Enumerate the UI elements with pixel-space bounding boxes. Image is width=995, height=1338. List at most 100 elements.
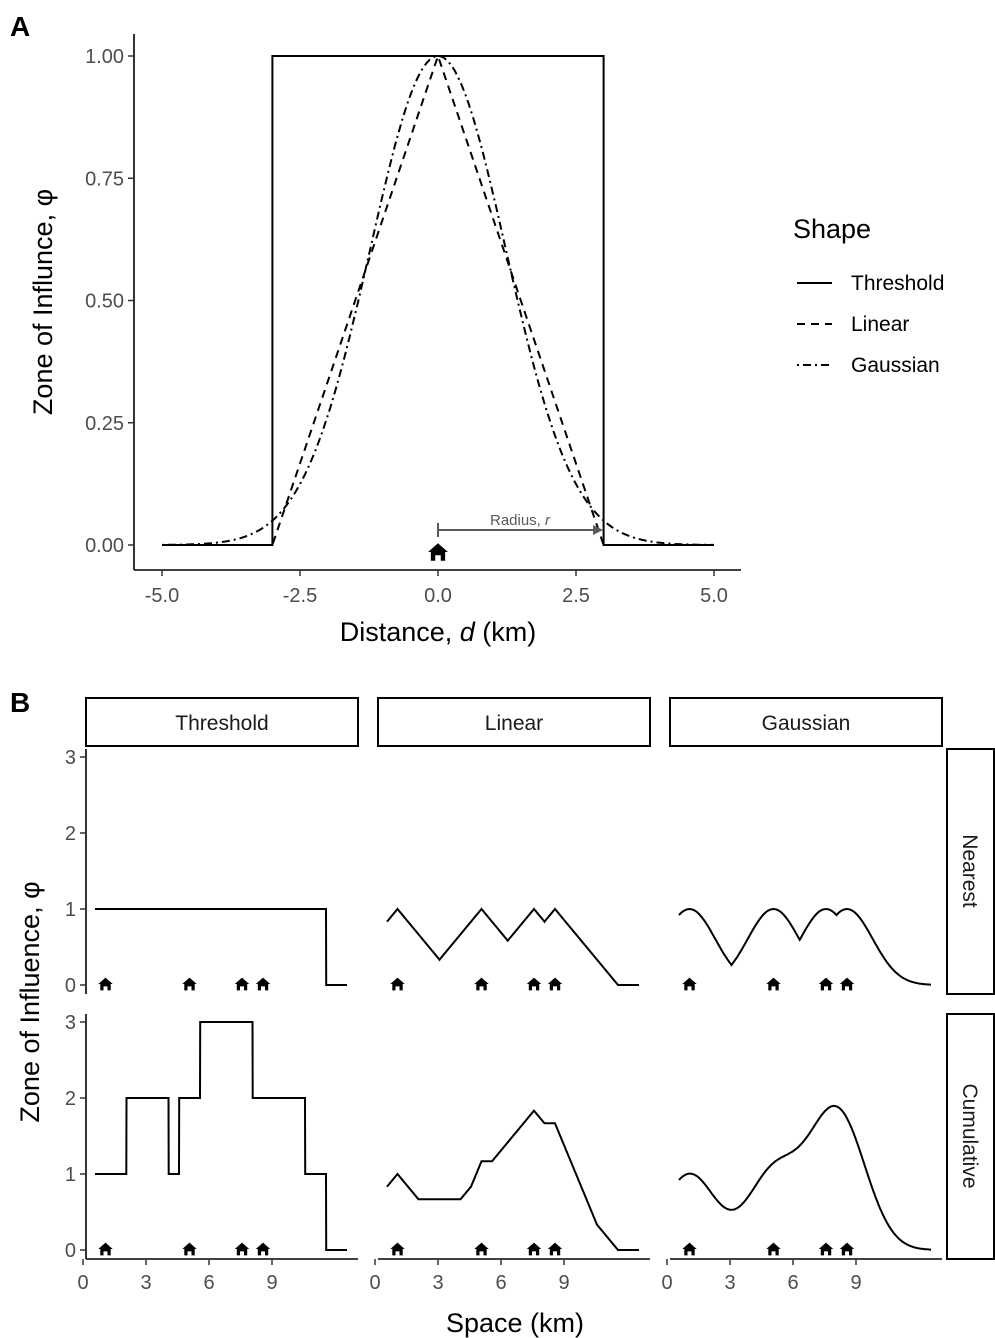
x-tick-label: 6 [787, 1272, 798, 1294]
strip-label-gaussian: Gaussian [762, 712, 851, 735]
facet-cumulative-gaussian [670, 1104, 942, 1260]
y-tick-label: 0.50 [85, 291, 124, 313]
panel-a-series [162, 52, 714, 546]
house-icon [234, 1242, 250, 1256]
x-tick-label: 2.5 [562, 585, 590, 607]
strip-label-threshold: Threshold [175, 712, 268, 735]
y-tick-label: 0 [65, 975, 76, 997]
radius-annotation: Radius, r [437, 512, 603, 537]
x-tick-label: 9 [558, 1272, 569, 1294]
house-icon [390, 977, 405, 991]
facet-curve [678, 907, 931, 986]
house-icon [255, 1242, 271, 1256]
panel-b-facets [85, 749, 942, 1260]
y-tick-label: 0.25 [85, 413, 124, 435]
house-icon [98, 977, 113, 991]
panel-b-x-ticks: 0 3 6 9 0 3 6 9 0 3 6 9 [77, 1259, 862, 1294]
strip-threshold: Threshold [85, 697, 359, 747]
strip-label-nearest: Nearest [958, 834, 981, 908]
x-tick-label: 0.0 [424, 585, 452, 607]
y-tick-label: 2 [65, 1088, 76, 1110]
series-linear-line [162, 52, 714, 546]
house-icon [390, 1242, 405, 1256]
house-icon [818, 977, 834, 991]
x-tick-label: 3 [140, 1272, 151, 1294]
house-icon [474, 1242, 489, 1256]
house-icon [839, 977, 855, 991]
y-tick-label: 0 [65, 1240, 76, 1262]
house-icon [682, 1242, 697, 1256]
facet-nearest-threshold [85, 749, 347, 994]
house-icon [182, 977, 197, 991]
y-tick-label: 0.00 [85, 535, 124, 557]
facet-cumulative-threshold [85, 1014, 358, 1260]
legend-label-gaussian: Gaussian [851, 354, 940, 377]
house-icon [547, 1242, 563, 1256]
y-tick-label: 1.00 [85, 46, 124, 68]
x-tick-label: 3 [724, 1272, 735, 1294]
panel-b-y-title: Zone of Influence, φ [15, 881, 45, 1122]
house-icon [839, 1242, 855, 1256]
y-tick-label: 0.75 [85, 168, 124, 190]
strip-nearest: Nearest [946, 748, 995, 995]
house-icon [766, 1242, 781, 1256]
y-tick-label: 1 [65, 899, 76, 921]
x-tick-label: 0 [661, 1272, 672, 1294]
strip-linear: Linear [377, 697, 651, 747]
x-tick-label: 0 [77, 1272, 88, 1294]
house-icon [547, 977, 563, 991]
house-icon [526, 1242, 542, 1256]
y-tick-label: 1 [65, 1164, 76, 1186]
facet-nearest-linear [386, 907, 639, 991]
radius-label: Radius, r [490, 512, 551, 529]
facet-cumulative-linear [378, 1109, 650, 1260]
facet-curve [386, 1109, 639, 1251]
legend-label-threshold: Threshold [851, 272, 944, 295]
strip-gaussian: Gaussian [669, 697, 943, 747]
panel-b-letter: B [10, 687, 30, 718]
strip-label-linear: Linear [485, 712, 543, 735]
x-tick-label: 3 [432, 1272, 443, 1294]
x-tick-label: 5.0 [700, 585, 728, 607]
y-tick-label: 3 [65, 747, 76, 769]
series-gaussian-line [162, 54, 714, 546]
facet-curve [678, 1104, 931, 1251]
strip-cumulative: Cumulative [946, 1013, 995, 1260]
x-tick-label: 0 [369, 1272, 380, 1294]
x-tick-label: 6 [203, 1272, 214, 1294]
house-icon [766, 977, 781, 991]
x-tick-label: -5.0 [145, 585, 179, 607]
house-icon [526, 977, 542, 991]
house-icon [682, 977, 697, 991]
panel-a-plot: -5.0 -2.5 0.0 2.5 5.0 0.00 0.25 0.50 0.75 1.00 R… [28, 34, 741, 647]
facet-curve [95, 908, 347, 986]
strip-label-cumulative: Cumulative [958, 1083, 981, 1188]
x-tick-label: 6 [495, 1272, 506, 1294]
house-icon [474, 977, 489, 991]
x-tick-label: 9 [850, 1272, 861, 1294]
facet-curve [95, 1021, 347, 1251]
facet-nearest-gaussian [678, 907, 931, 991]
house-icon [98, 1242, 113, 1256]
x-tick-label: 9 [266, 1272, 277, 1294]
y-tick-label: 3 [65, 1012, 76, 1034]
panel-a-y-title: Zone of Influnce, φ [28, 189, 58, 415]
panel-a-y-ticks: 0.00 0.25 0.50 0.75 1.00 [85, 46, 134, 557]
legend: Shape Threshold Linear Gaussian [793, 214, 944, 377]
x-tick-label: -2.5 [283, 585, 317, 607]
y-tick-label: 2 [65, 823, 76, 845]
house-icon [234, 977, 250, 991]
panel-a-x-title: Distance, d (km) [340, 617, 537, 647]
facet-curve [386, 907, 639, 986]
house-icon [182, 1242, 197, 1256]
panel-b-x-title: Space (km) [446, 1308, 584, 1338]
house-icon [255, 977, 271, 991]
legend-title: Shape [793, 214, 871, 244]
panel-a-letter: A [10, 11, 30, 42]
series-threshold-line [162, 55, 714, 546]
house-icon [428, 543, 448, 561]
panel-a-x-ticks: -5.0 -2.5 0.0 2.5 5.0 [145, 570, 728, 607]
house-icon [818, 1242, 834, 1256]
panel-b-y-ticks: 0 1 2 3 0 1 2 3 [65, 747, 86, 1262]
